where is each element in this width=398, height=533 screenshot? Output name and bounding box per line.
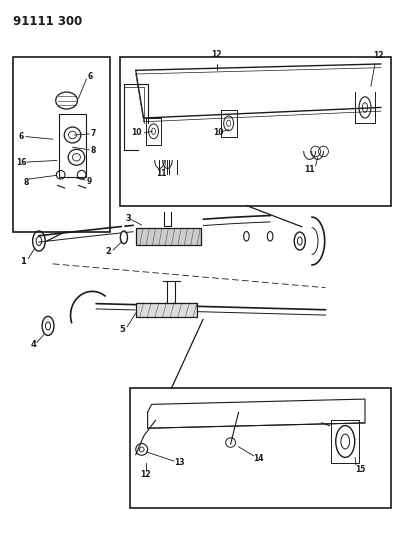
Text: 12: 12 [140, 470, 151, 479]
Text: 7: 7 [90, 130, 96, 139]
Bar [120, 57, 391, 206]
Text: 91111 300: 91111 300 [13, 14, 82, 28]
Bar [136, 303, 197, 317]
Bar [136, 303, 197, 317]
Text: 3: 3 [125, 214, 131, 223]
Text: 8: 8 [90, 147, 96, 156]
Text: 11: 11 [304, 166, 315, 174]
Text: 12: 12 [373, 51, 383, 60]
Text: 2: 2 [105, 247, 111, 256]
Text: 13: 13 [174, 458, 185, 467]
Text: 15: 15 [355, 465, 365, 473]
Bar [130, 389, 391, 508]
Text: 10: 10 [213, 128, 223, 138]
Text: 9: 9 [86, 177, 92, 186]
Text: 6: 6 [88, 72, 93, 81]
Bar [13, 57, 110, 232]
Text: 14: 14 [254, 454, 264, 463]
Text: 16: 16 [16, 158, 27, 166]
Text: 6: 6 [18, 132, 23, 141]
Text: 1: 1 [20, 257, 26, 265]
Text: 10: 10 [131, 128, 142, 138]
Text: 4: 4 [30, 341, 36, 350]
Text: 12: 12 [211, 50, 222, 59]
Text: 11: 11 [156, 169, 167, 178]
Text: 5: 5 [119, 325, 125, 334]
Text: 8: 8 [23, 178, 29, 187]
Bar [136, 228, 201, 245]
Bar [136, 228, 201, 245]
